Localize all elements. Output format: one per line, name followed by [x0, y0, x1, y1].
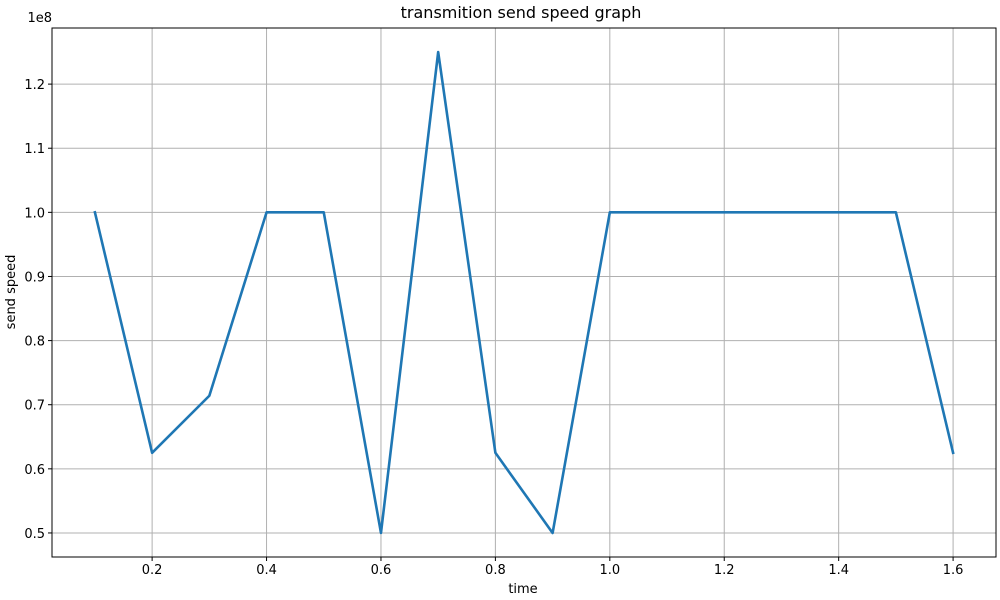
x-tick-label: 1.0 — [599, 563, 620, 578]
x-tick-label: 1.2 — [714, 563, 735, 578]
y-tick-label: 1.0 — [24, 206, 45, 221]
y-axis-label: send speed — [4, 255, 19, 330]
y-tick-label: 0.5 — [24, 527, 45, 542]
x-tick-label: 0.8 — [485, 563, 506, 578]
y-offset-label: 1e8 — [27, 11, 52, 26]
x-axis-label: time — [508, 582, 537, 597]
y-tick-label: 0.7 — [24, 399, 45, 414]
y-tick-label: 0.6 — [24, 463, 45, 478]
x-axis-ticks: 0.2 0.4 0.6 0.8 1.0 1.2 1.4 1.6 — [142, 557, 964, 578]
x-tick-label: 1.6 — [943, 563, 964, 578]
y-tick-label: 1.1 — [24, 142, 45, 157]
plot-frame — [51, 27, 997, 558]
series-line — [93, 50, 955, 535]
chart-title: transmition send speed graph — [401, 3, 642, 22]
grid — [52, 28, 996, 557]
x-tick-label: 0.4 — [256, 563, 277, 578]
y-tick-label: 1.2 — [24, 78, 45, 93]
x-tick-label: 0.2 — [142, 563, 163, 578]
x-tick-label: 0.6 — [371, 563, 392, 578]
y-axis-ticks: 0.5 0.6 0.7 0.8 0.9 1.0 1.1 1.2 — [24, 78, 52, 542]
series-layer — [93, 50, 955, 535]
y-tick-label: 0.8 — [24, 335, 45, 350]
y-tick-label: 0.9 — [24, 270, 45, 285]
x-tick-label: 1.4 — [828, 563, 849, 578]
